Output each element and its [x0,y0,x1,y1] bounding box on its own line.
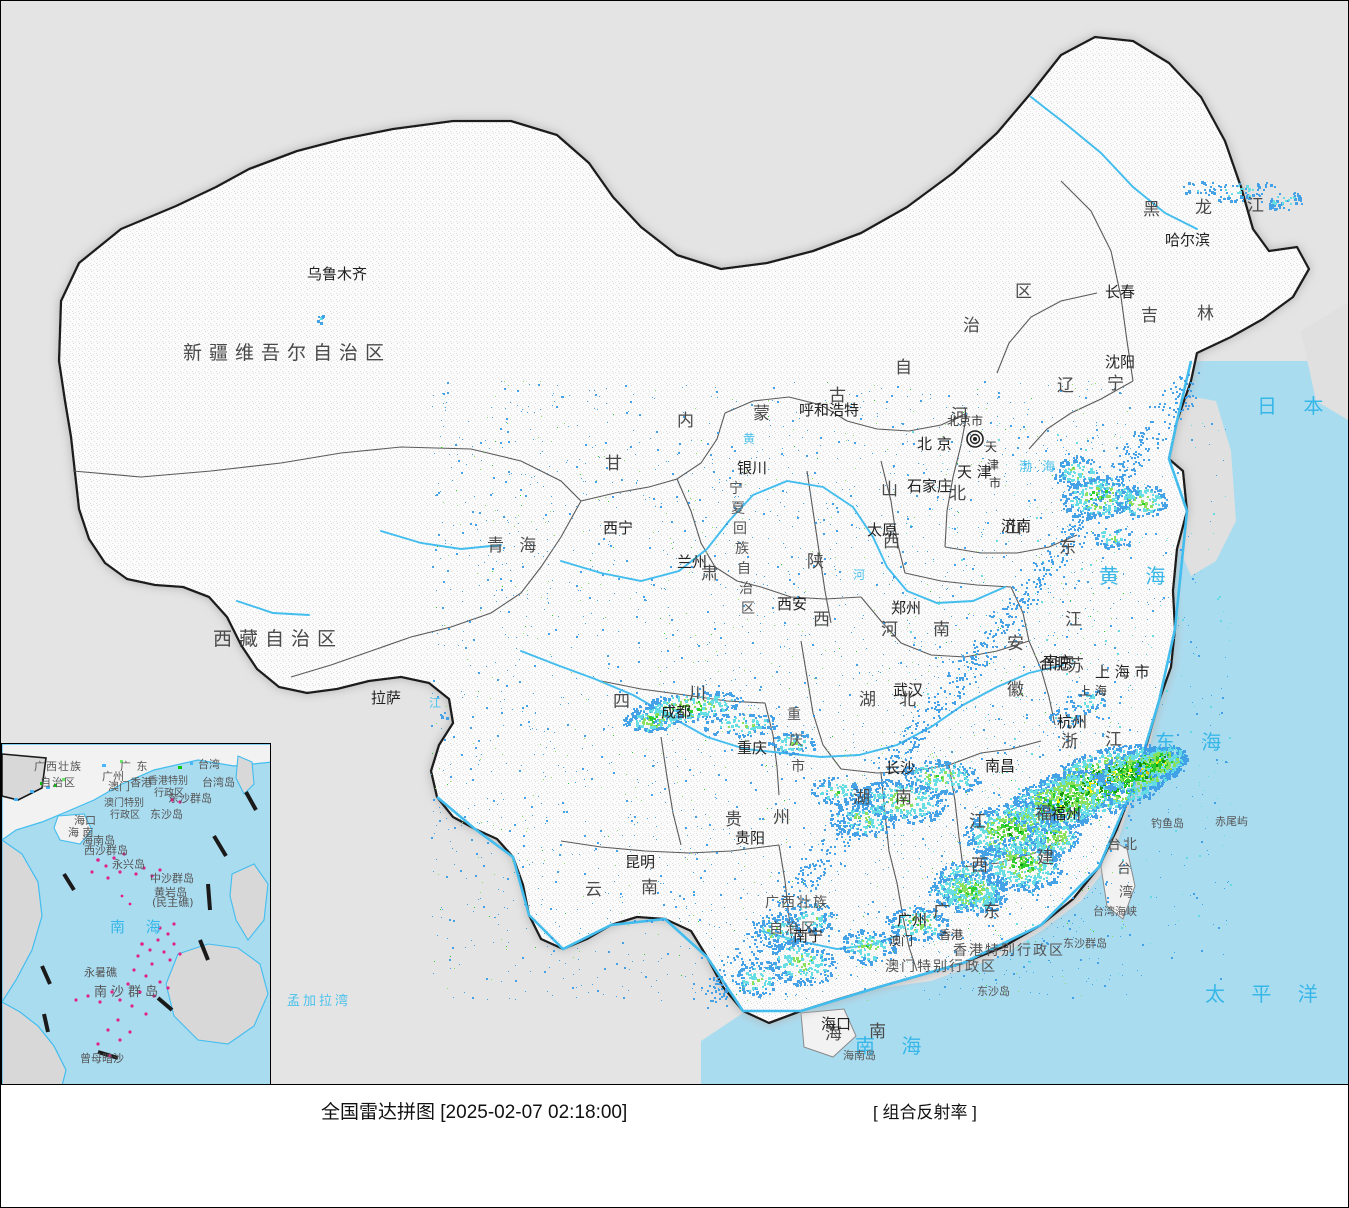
capital-marker-beijing [966,430,984,448]
legend-panel: 全国雷达拼图 [2025-02-07 02:18:00] [ 组合反射率 ] d… [0,1085,1349,1208]
title-row: 全国雷达拼图 [2025-02-07 02:18:00] [ 组合反射率 ] [1,1097,1349,1123]
map-panel: 新疆维吾尔自治区 西藏自治区 青 海 内 蒙 古 自 治 区 甘 肃 宁 夏 回… [0,0,1349,1085]
south-china-sea-inset: 广西壮族 自治区 广 东 广州 澳门 香港 香港特别 行政区 澳门特别 行政区 … [1,743,271,1084]
product-label: [ 组合反射率 ] [873,1103,977,1122]
radar-echo-layer [317,181,1303,1009]
page-title: 全国雷达拼图 [2025-02-07 02:18:00] [321,1102,628,1123]
